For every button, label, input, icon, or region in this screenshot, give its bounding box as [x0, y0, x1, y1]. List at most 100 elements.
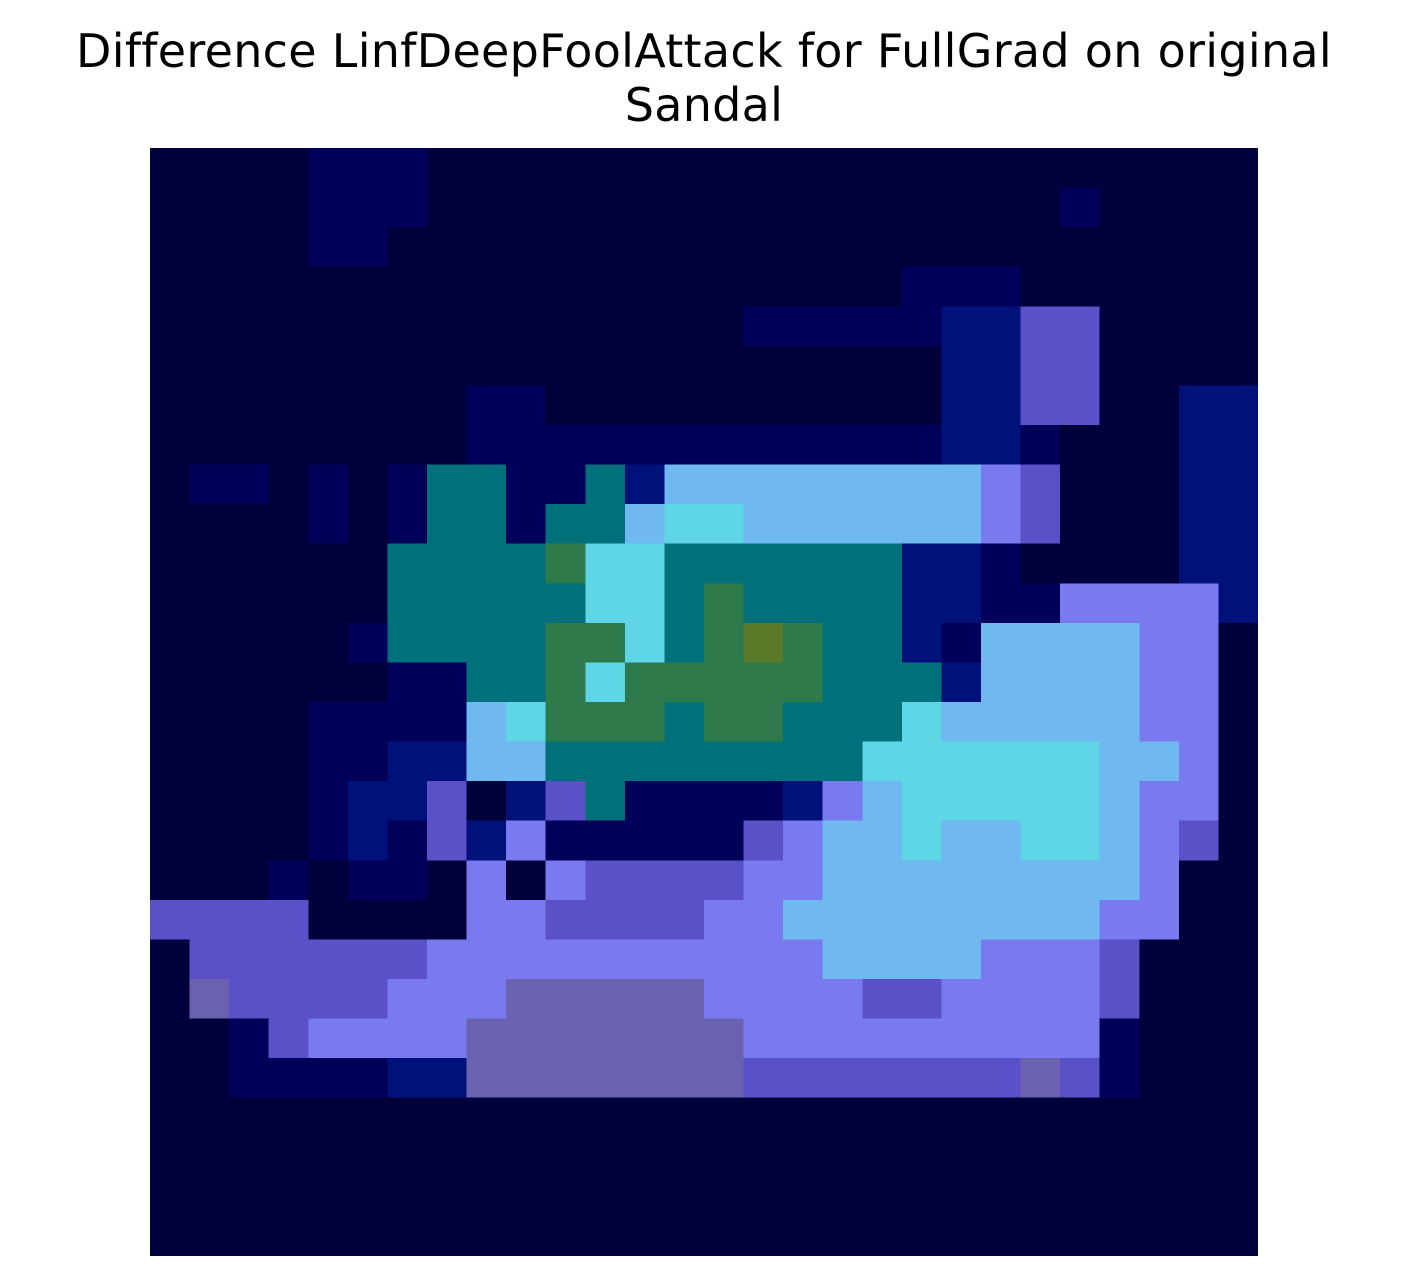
pixel-cell [941, 1097, 982, 1138]
pixel-cell [585, 939, 626, 980]
pixel-cell [308, 1058, 349, 1099]
pixel-cell [901, 187, 943, 228]
pixel-cell [783, 781, 824, 822]
pixel-cell [268, 939, 309, 980]
pixel-cell [308, 1216, 349, 1256]
pixel-cell [1060, 187, 1101, 228]
pixel-cell [862, 148, 903, 189]
pixel-cell [1218, 425, 1258, 466]
pixel-cell [862, 820, 903, 861]
pixel-cell [1020, 464, 1061, 505]
pixel-cell [901, 148, 943, 189]
pixel-cell [268, 345, 309, 387]
pixel-cell [822, 702, 863, 743]
pixel-cell [268, 1058, 309, 1099]
pixel-cell [1139, 741, 1180, 782]
pixel-cell [229, 1018, 270, 1059]
pixel-cell [427, 345, 468, 387]
pixel-cell [822, 939, 863, 980]
pixel-cell [268, 583, 309, 624]
pixel-cell [664, 860, 705, 901]
pixel-cell [783, 860, 824, 901]
pixel-cell [229, 662, 270, 703]
pixel-cell [1060, 702, 1101, 743]
pixel-cell [506, 860, 547, 901]
pixel-cell [743, 306, 784, 347]
pixel-cell [1020, 1058, 1061, 1099]
pixel-cell [1139, 1176, 1180, 1218]
pixel-cell [783, 702, 824, 743]
pixel-cell [822, 781, 863, 822]
pixel-cell [268, 1018, 309, 1059]
pixel-cell [347, 979, 389, 1020]
pixel-cell [268, 662, 309, 703]
pixel-cell [783, 662, 824, 703]
pixel-cell [506, 583, 547, 624]
pixel-cell [268, 504, 309, 545]
pixel-cell [901, 306, 943, 347]
pixel-cell [347, 1216, 389, 1256]
pixel-cell [704, 543, 745, 584]
pixel-cell [308, 148, 349, 189]
pixel-cell [1060, 1018, 1101, 1059]
pixel-cell [1020, 425, 1061, 466]
pixel-cell [743, 266, 784, 307]
pixel-cell [783, 266, 824, 307]
pixel-cell [743, 662, 784, 703]
pixel-cell [1178, 1176, 1220, 1218]
pixel-cell [466, 1176, 507, 1218]
pixel-cell [941, 939, 982, 980]
pixel-cell [1020, 148, 1061, 189]
pixel-cell [1139, 702, 1180, 743]
pixel-cell [941, 702, 982, 743]
pixel-cell [150, 425, 191, 466]
pixel-cell [545, 425, 586, 466]
pixel-cell [1020, 306, 1061, 347]
pixel-cell [743, 1097, 784, 1138]
pixel-cell [981, 345, 1022, 387]
pixel-cell [743, 1137, 784, 1178]
pixel-cell [981, 860, 1022, 901]
pixel-cell [783, 1176, 824, 1218]
pixel-cell [189, 306, 230, 347]
pixel-cell [387, 543, 428, 584]
pixel-cell [743, 1216, 784, 1256]
pixel-cell [704, 1216, 745, 1256]
pixel-cell [981, 1137, 1022, 1178]
pixel-cell [822, 543, 863, 584]
pixel-cell [466, 979, 507, 1020]
pixel-cell [347, 622, 389, 664]
pixel-cell [624, 702, 666, 743]
pixel-cell [704, 504, 745, 545]
pixel-cell [229, 1216, 270, 1256]
pixel-cell [664, 1097, 705, 1138]
pixel-cell [783, 1058, 824, 1099]
pixel-cell [862, 385, 903, 426]
figure-title-line-2: Sandal [624, 78, 784, 132]
pixel-cell [1020, 266, 1061, 307]
pixel-cell [624, 741, 666, 782]
pixel-cell [1099, 148, 1140, 189]
pixel-cell [229, 1058, 270, 1099]
pixel-cell [466, 860, 507, 901]
pixel-cell [743, 979, 784, 1020]
pixel-cell [1139, 1018, 1180, 1059]
pixel-cell [268, 385, 309, 426]
pixel-cell [387, 820, 428, 861]
pixel-cell [308, 1176, 349, 1218]
pixel-cell [664, 543, 705, 584]
pixel-cell [1178, 266, 1220, 307]
pixel-cell [822, 187, 863, 228]
pixel-cell [941, 464, 982, 505]
pixel-cell [268, 425, 309, 466]
pixel-cell [150, 860, 191, 901]
pixel-cell [783, 227, 824, 268]
pixel-cell [268, 979, 309, 1020]
pixel-cell [387, 1176, 428, 1218]
pixel-cell [427, 1216, 468, 1256]
pixel-cell [347, 345, 389, 387]
pixel-cell [1099, 860, 1140, 901]
pixel-cell [1099, 1216, 1140, 1256]
pixel-cell [189, 622, 230, 664]
pixel-cell [1020, 622, 1061, 664]
